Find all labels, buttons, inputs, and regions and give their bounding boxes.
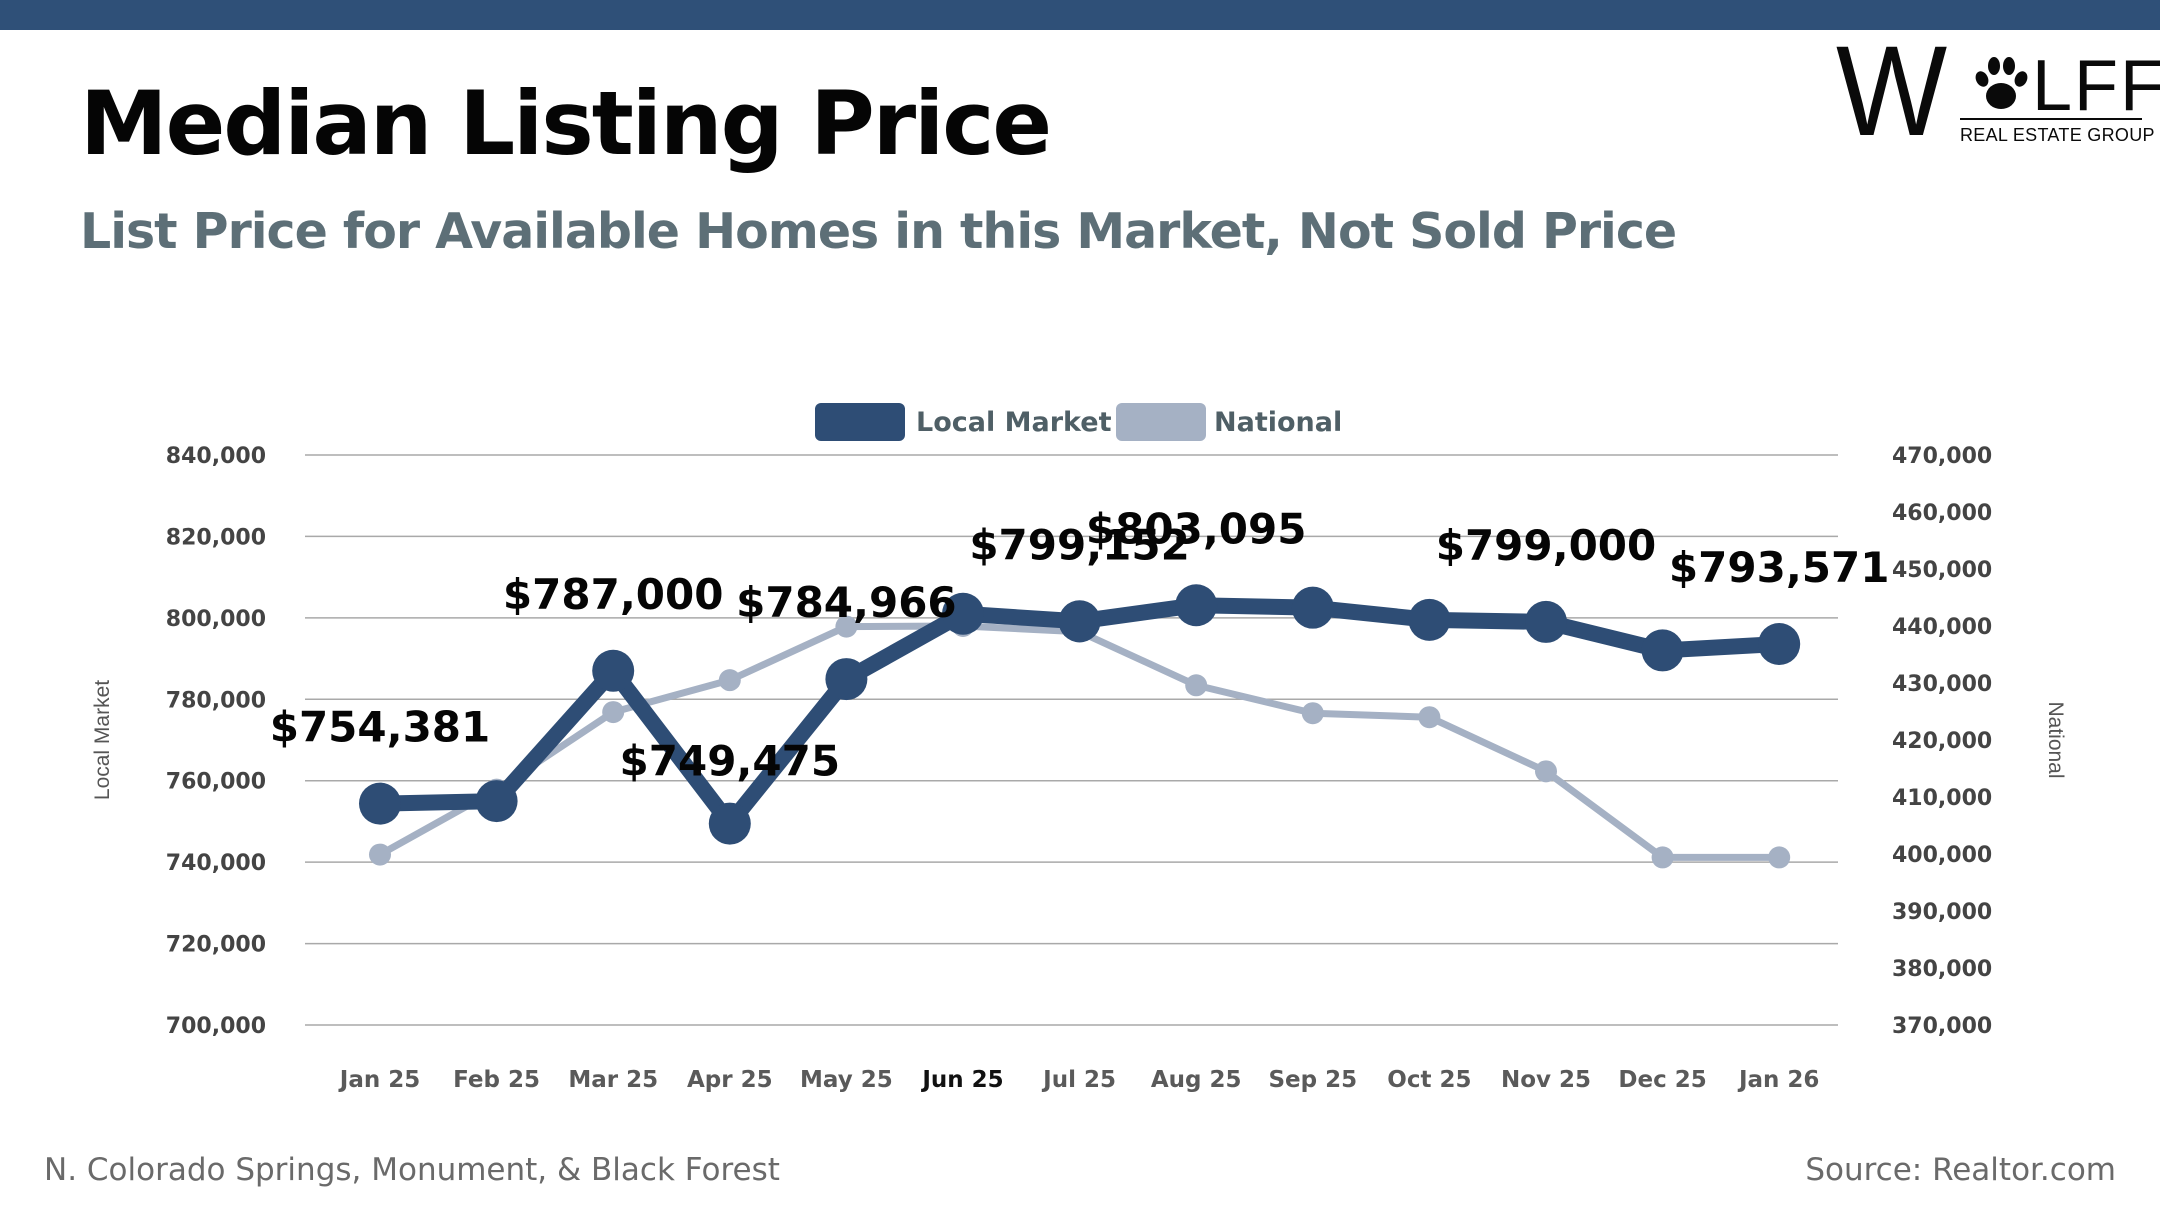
x-tick-label: Aug 25 <box>1151 1067 1242 1093</box>
y-right-axis-title: National <box>2044 701 2067 778</box>
legend-national-swatch <box>1116 403 1206 441</box>
gridlines <box>305 454 1838 1026</box>
x-tick-label: Mar 25 <box>568 1067 658 1093</box>
legend-national-label: National <box>1214 407 1342 438</box>
y-right-tick-label: 380,000 <box>1892 957 1992 982</box>
page-title: Median Listing Price <box>80 72 1052 175</box>
local-market-data-label: $803,095 <box>1086 504 1307 553</box>
x-tick-label: Apr 25 <box>687 1067 773 1093</box>
y-right-tick-label: 460,000 <box>1892 501 1992 526</box>
national-point <box>602 701 625 724</box>
national-point <box>1301 702 1324 725</box>
x-tick-label: Jan 26 <box>1737 1067 1819 1093</box>
footer-region: N. Colorado Springs, Monument, & Black F… <box>44 1152 780 1188</box>
local-market-point <box>708 802 751 845</box>
logo-letters-lff: LFF <box>2032 46 2160 126</box>
legend: Local Market National <box>815 403 1342 441</box>
local-market-point <box>592 649 635 692</box>
x-tick-label: Nov 25 <box>1501 1067 1591 1093</box>
local-market-point <box>1291 586 1334 629</box>
local-market-data-label: $799,152 <box>969 520 1190 569</box>
national-point <box>1418 706 1441 729</box>
local-market-point <box>359 782 401 825</box>
y-left-tick-label: 700,000 <box>166 1014 266 1039</box>
logo-tagline: REAL ESTATE GROUP <box>1960 125 2155 145</box>
logo-divider <box>1960 118 2142 120</box>
x-tick-label: Jan 25 <box>338 1067 420 1093</box>
national-point <box>1651 846 1674 869</box>
y-right-tick-label: 370,000 <box>1892 1014 1992 1039</box>
local-market-data-label: $749,475 <box>620 737 841 786</box>
national-point <box>1535 760 1557 783</box>
y-left-tick-label: 840,000 <box>166 444 266 469</box>
y-left-tick-label: 800,000 <box>166 607 266 632</box>
local-market-data-label: $787,000 <box>503 570 724 619</box>
national-line <box>376 622 1783 861</box>
y-left-tick-label: 760,000 <box>166 770 266 795</box>
national-series <box>369 615 1791 869</box>
y-left-tick-label: 820,000 <box>166 525 266 550</box>
y-right-tick-label: 470,000 <box>1892 444 1992 469</box>
local-market-point <box>1641 629 1684 672</box>
national-point <box>1185 674 1208 697</box>
footer-source: Source: Realtor.com <box>1805 1152 2116 1188</box>
y-right-tick-label: 390,000 <box>1892 900 1992 925</box>
local-market-point <box>1758 623 1801 666</box>
y-left-tick-label: 720,000 <box>166 933 266 958</box>
y-right-tick-label: 410,000 <box>1892 786 1992 811</box>
national-point <box>835 615 858 638</box>
local-market-data-label: $754,381 <box>270 703 491 752</box>
local-market-data-label: $799,000 <box>1436 521 1657 570</box>
local-market-point <box>1408 598 1451 641</box>
local-market-data-label: $784,966 <box>736 578 957 627</box>
logo-letter-w: W <box>1836 20 1948 163</box>
national-point <box>1768 846 1791 869</box>
x-tick-label: Dec 25 <box>1618 1067 1706 1093</box>
y-left-tick-label: 780,000 <box>166 688 266 713</box>
national-point <box>369 843 391 866</box>
local-market-point <box>942 592 984 635</box>
y-right-tick-label: 450,000 <box>1892 558 1992 583</box>
local-market-point <box>475 780 518 823</box>
local-market-point <box>1058 600 1101 643</box>
page-subtitle: List Price for Available Homes in this M… <box>80 203 1677 260</box>
local-market-point <box>1175 584 1218 627</box>
y-right-tick-label: 420,000 <box>1892 729 1992 754</box>
data-labels: $754,381 $787,000 $749,475 $784,966$799,152… <box>270 504 1890 785</box>
paw-print-icon <box>1975 57 2028 109</box>
y-left-tick-label: 740,000 <box>166 851 266 876</box>
local-market-point <box>1525 600 1567 643</box>
y-right-tick-label: 430,000 <box>1892 672 1992 697</box>
local-market-point <box>825 658 868 701</box>
local-market-data-label: $793,571 <box>1669 543 1890 592</box>
national-point <box>718 669 741 692</box>
x-tick-label: Oct 25 <box>1387 1067 1471 1093</box>
legend-local-market-label: Local Market <box>916 407 1112 438</box>
legend-local-market-swatch <box>815 403 905 441</box>
x-tick-label: May 25 <box>800 1067 893 1093</box>
x-tick-label: Jun 25 <box>920 1067 1003 1093</box>
wolff-logo: W LFF REAL ESTATE GROUP <box>1836 28 2160 156</box>
y-right-tick-label: 400,000 <box>1892 843 1992 868</box>
local-market-series <box>359 584 1801 845</box>
y-left-axis-title: Local Market <box>91 680 114 800</box>
axes: 700,000 720,000 740,000 760,000 780,000 800,0… <box>91 444 2067 1093</box>
x-tick-label: Feb 25 <box>453 1067 540 1093</box>
x-tick-label: Sep 25 <box>1268 1067 1357 1093</box>
x-tick-label: Jul 25 <box>1041 1067 1116 1093</box>
y-right-tick-label: 440,000 <box>1892 615 1992 640</box>
top-accent-bar <box>0 0 2160 30</box>
